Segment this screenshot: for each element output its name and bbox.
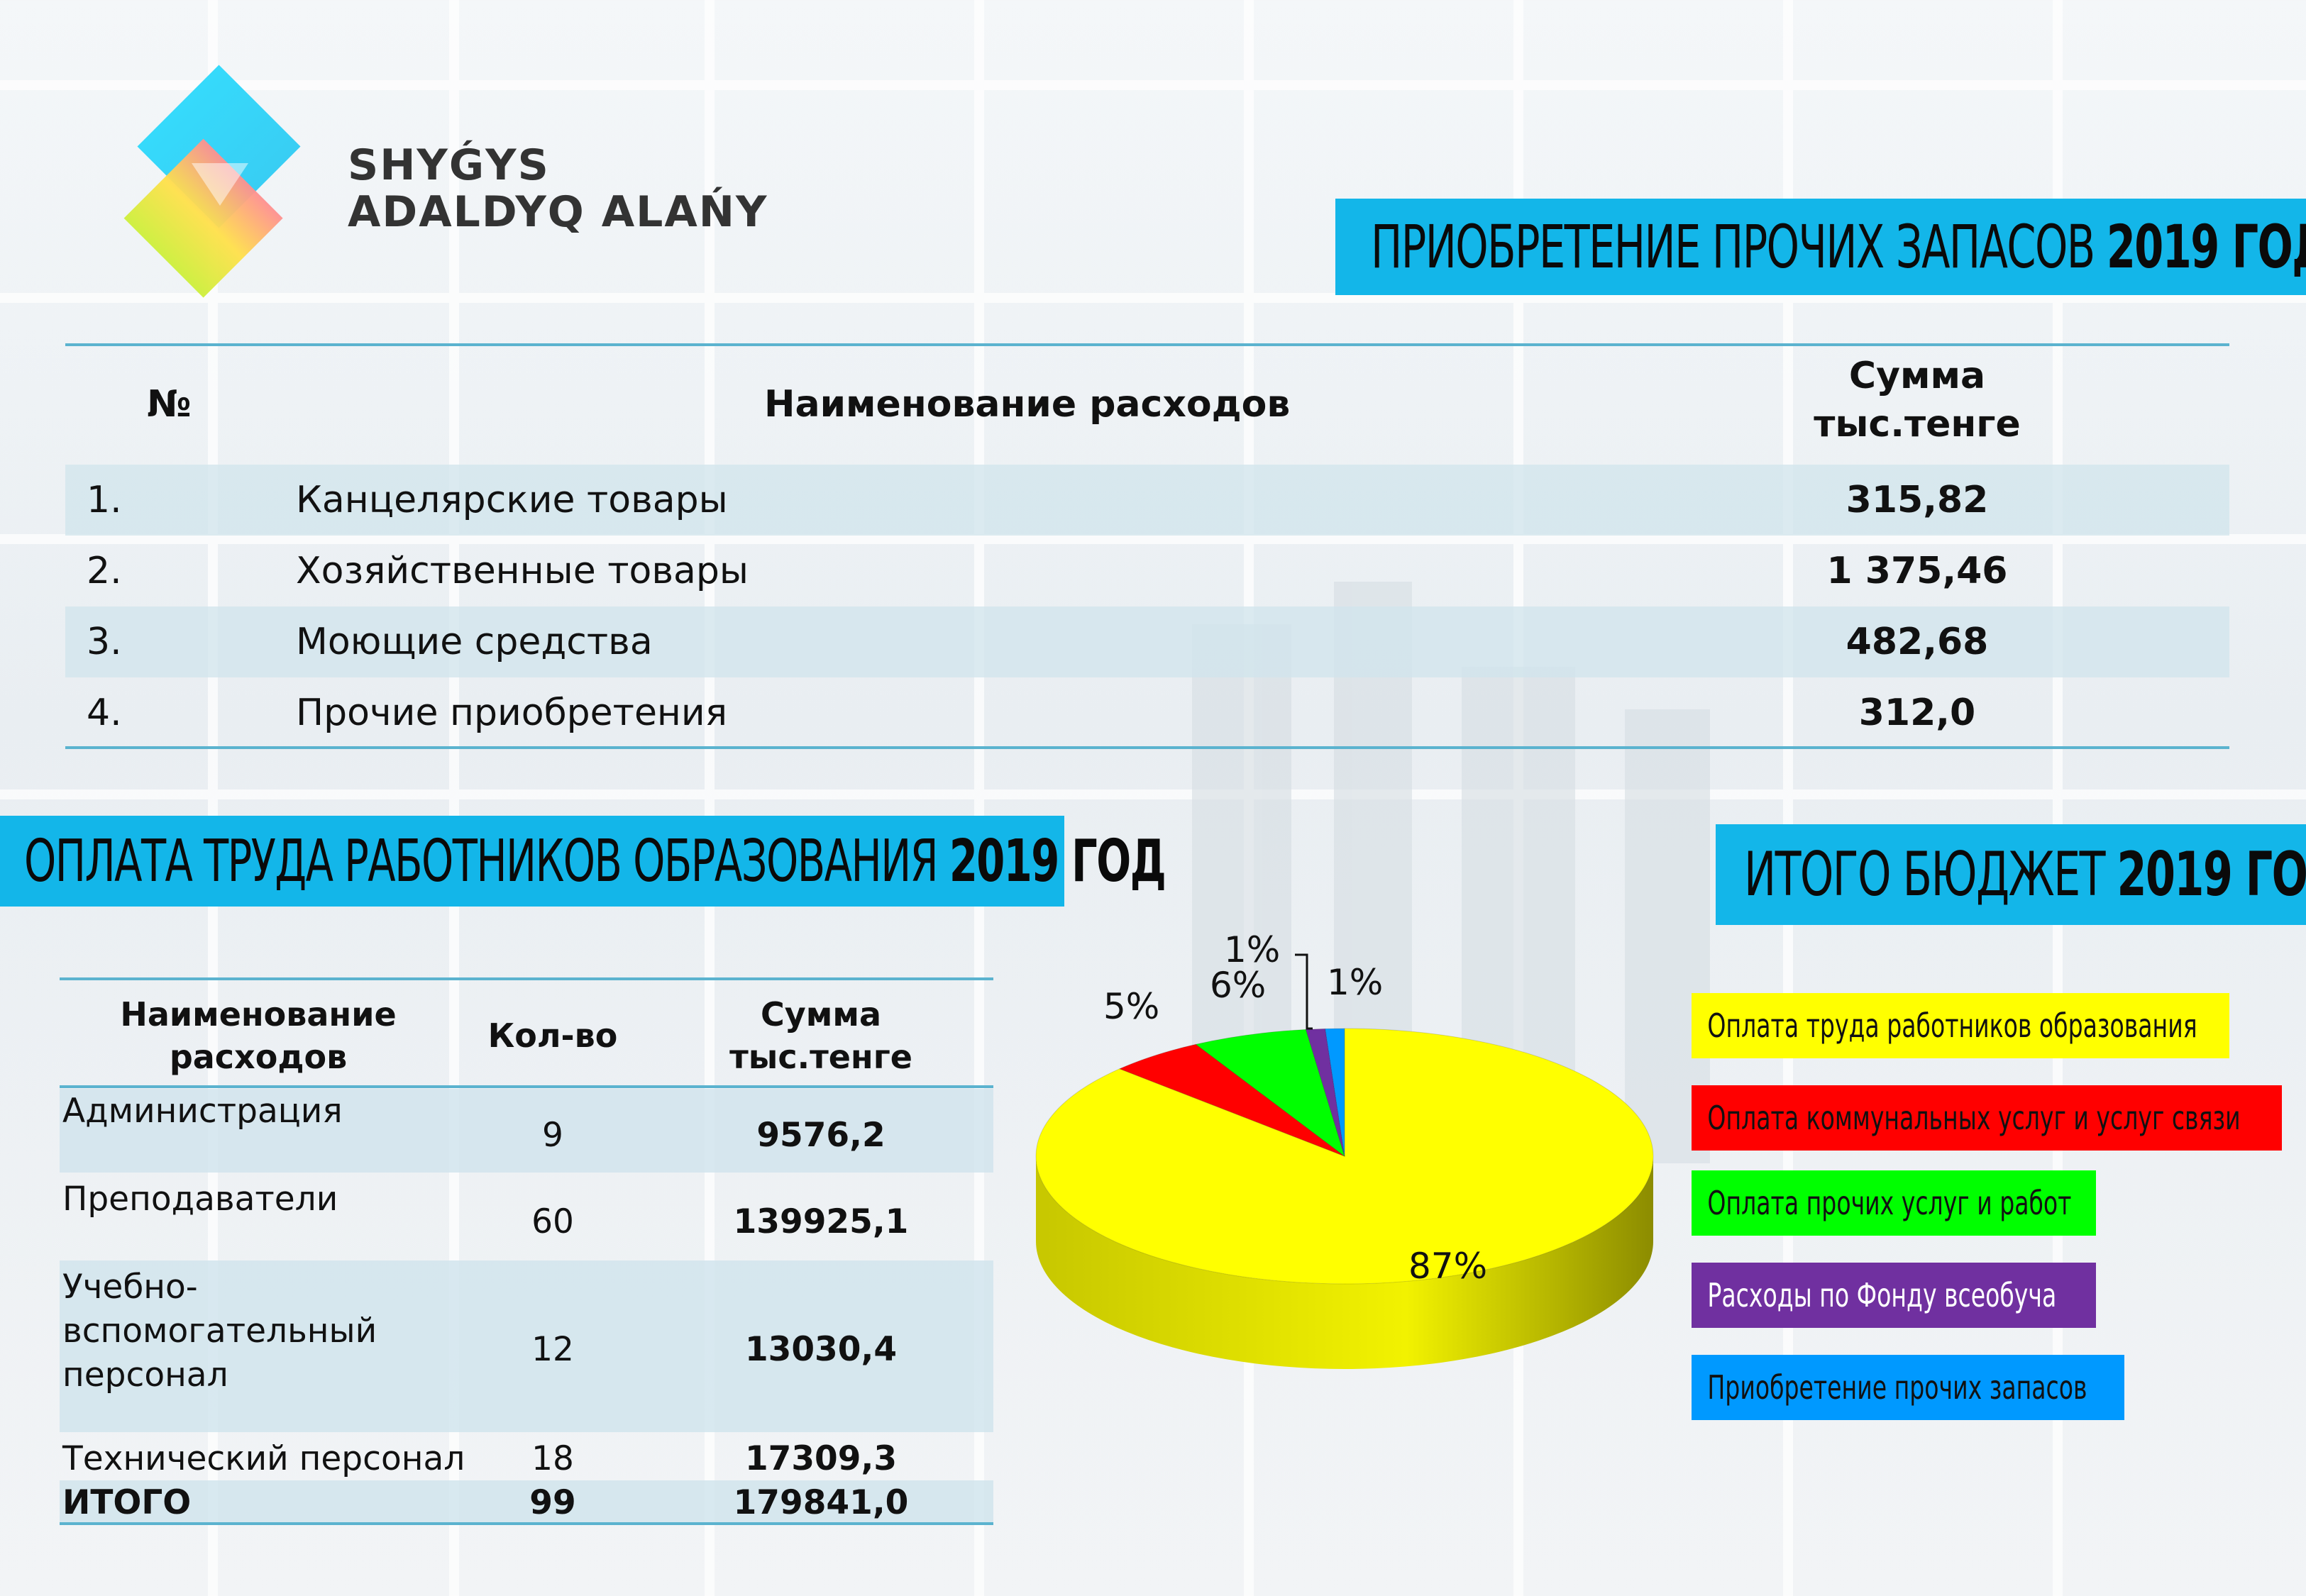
pie-slice-2	[1118, 1043, 1345, 1157]
logo: SHYǴYS ADALDYQ ALAŃY	[85, 57, 809, 312]
table-row: 1. Канцелярские товары 315,82	[65, 465, 2229, 536]
supplies-title-year: 2019 ГОД	[2106, 212, 2306, 282]
row-sum: 13030,4	[744, 1330, 898, 1369]
table-row: 3. Моющие средства 482,68	[65, 606, 2229, 677]
pie-side-1	[1036, 1156, 1653, 1369]
logo-line-2: ADALDYQ ALAŃY	[348, 187, 768, 237]
supplies-table-header: № Наименование расходов Сумма тыс.тенге	[65, 348, 2229, 461]
row-num: 1.	[87, 479, 122, 521]
row-count: 18	[531, 1439, 574, 1478]
row-name: Преподаватели	[62, 1180, 338, 1219]
legend-item: Расходы по Фонду всеобуча	[1692, 1263, 2096, 1328]
table-row: Технический персонал 18 17309,3	[60, 1436, 993, 1479]
row-count: 12	[531, 1330, 574, 1369]
salary-title-banner: ОПЛАТА ТРУДА РАБОТНИКОВ ОБРАЗОВАНИЯ 2019…	[0, 816, 1166, 907]
header-sum-line1: Сумма	[761, 995, 881, 1033]
row-num: 3.	[87, 621, 122, 663]
row-name: Канцелярские товары	[296, 479, 728, 521]
legend-item: Оплата прочих услуг и работ	[1692, 1170, 2096, 1236]
row-sum: 312,0	[1858, 692, 1976, 734]
table-row: Преподаватели 60 139925,1	[60, 1173, 993, 1260]
supplies-title-banner: ПРИОБРЕТЕНИЕ ПРОЧИХ ЗАПАСОВ 2019 ГОД	[1335, 199, 2306, 295]
header-sum-line1: Сумма	[1848, 355, 1986, 397]
row-count: 60	[531, 1202, 574, 1241]
supplies-table-top-rule	[65, 343, 2229, 346]
total-sum: 179841,0	[733, 1483, 909, 1522]
header-name-line1: Наименование	[120, 995, 397, 1033]
pie-slice-4	[1305, 1028, 1345, 1157]
pie-value-label-4: 1%	[1224, 929, 1280, 970]
row-num: 2.	[87, 550, 122, 592]
pie-value-label-1: 87%	[1408, 1246, 1487, 1287]
row-sum: 1 375,46	[1826, 550, 2008, 592]
row-name: Технический персонал	[62, 1439, 465, 1478]
budget-title-text: ИТОГО БЮДЖЕТ	[1744, 839, 2105, 910]
legend-item-label: Оплата труда работников образования	[1707, 1007, 2197, 1045]
pie-value-label-3: 6%	[1210, 965, 1266, 1006]
header-count: Кол-во	[487, 1016, 618, 1055]
row-sum: 315,82	[1846, 479, 1989, 521]
salary-table-header: Наименование расходов Кол-во Сумма тыс.т…	[60, 982, 993, 1085]
row-name: Моющие средства	[296, 621, 653, 663]
legend-item-label: Оплата коммунальных услуг и услуг связи	[1707, 1099, 2241, 1137]
legend-item: Приобретение прочих запасов	[1692, 1355, 2124, 1420]
pie-slice-1	[1035, 1028, 1654, 1285]
legend-item-label: Приобретение прочих запасов	[1707, 1368, 2087, 1407]
row-name: Хозяйственные товары	[296, 550, 749, 592]
salary-title-text: ОПЛАТА ТРУДА РАБОТНИКОВ ОБРАЗОВАНИЯ	[24, 827, 939, 895]
table-row: 2. Хозяйственные товары 1 375,46	[65, 536, 2229, 606]
legend-item-label: Расходы по Фонду всеобуча	[1707, 1276, 2057, 1314]
row-name-line-2: вспомогательный	[62, 1312, 377, 1351]
budget-title-year: 2019 ГОД	[2117, 839, 2306, 910]
header-sum-line2: тыс.тенге	[729, 1038, 912, 1076]
header-name: Наименование расходов	[764, 383, 1291, 426]
pie-slice-5	[1325, 1028, 1345, 1157]
row-sum: 139925,1	[733, 1202, 909, 1241]
total-name: ИТОГО	[62, 1483, 192, 1522]
salary-table-bottom-rule	[60, 1522, 993, 1525]
legend-item: Оплата труда работников образования	[1692, 993, 2229, 1058]
row-name: Администрация	[62, 1092, 343, 1131]
row-num: 4.	[87, 692, 122, 734]
logo-mark-icon	[123, 65, 301, 298]
table-row: Администрация 9 9576,2	[60, 1089, 993, 1173]
pie-top-faces	[1035, 1028, 1654, 1285]
row-name-line-1: Учебно-	[62, 1268, 198, 1307]
header-sum-line2: тыс.тенге	[1814, 403, 2021, 445]
pie-side-walls	[1036, 1156, 1653, 1369]
salary-title-year: 2019 ГОД	[949, 827, 1166, 895]
header-num: №	[147, 383, 192, 426]
supplies-title-text: ПРИОБРЕТЕНИЕ ПРОЧИХ ЗАПАСОВ	[1371, 212, 2095, 282]
salary-header-rule	[60, 1085, 993, 1088]
supplies-table-bottom-rule	[65, 746, 2229, 749]
row-sum: 17309,3	[744, 1439, 898, 1478]
legend-item: Оплата коммунальных услуг и услуг связи	[1692, 1085, 2282, 1151]
table-total-row: ИТОГО 99 179841,0	[60, 1480, 993, 1523]
pie-slice-3	[1195, 1029, 1345, 1158]
legend-item-label: Оплата прочих услуг и работ	[1707, 1184, 2072, 1222]
row-name: Прочие приобретения	[296, 692, 728, 734]
total-count: 99	[529, 1483, 576, 1522]
row-name-line-3: персонал	[62, 1356, 228, 1395]
pie-value-label-2: 5%	[1103, 986, 1159, 1027]
row-sum: 9576,2	[756, 1116, 886, 1155]
table-row: Учебно- вспомогательный персонал 12 1303…	[60, 1260, 993, 1432]
header-name-line2: расходов	[169, 1038, 348, 1076]
budget-pie-chart: 87%5%6%1%1%	[1035, 929, 1654, 1369]
pie-leader-line	[1295, 953, 1313, 1030]
pie-value-label-5: 1%	[1327, 962, 1383, 1003]
row-count: 9	[542, 1116, 563, 1155]
budget-title-banner: ИТОГО БЮДЖЕТ 2019 ГОД	[1716, 824, 2306, 925]
logo-line-1: SHYǴYS	[348, 140, 550, 190]
salary-table-top-rule	[60, 977, 993, 980]
row-sum: 482,68	[1846, 621, 1989, 663]
table-row: 4. Прочие приобретения 312,0	[65, 677, 2229, 748]
